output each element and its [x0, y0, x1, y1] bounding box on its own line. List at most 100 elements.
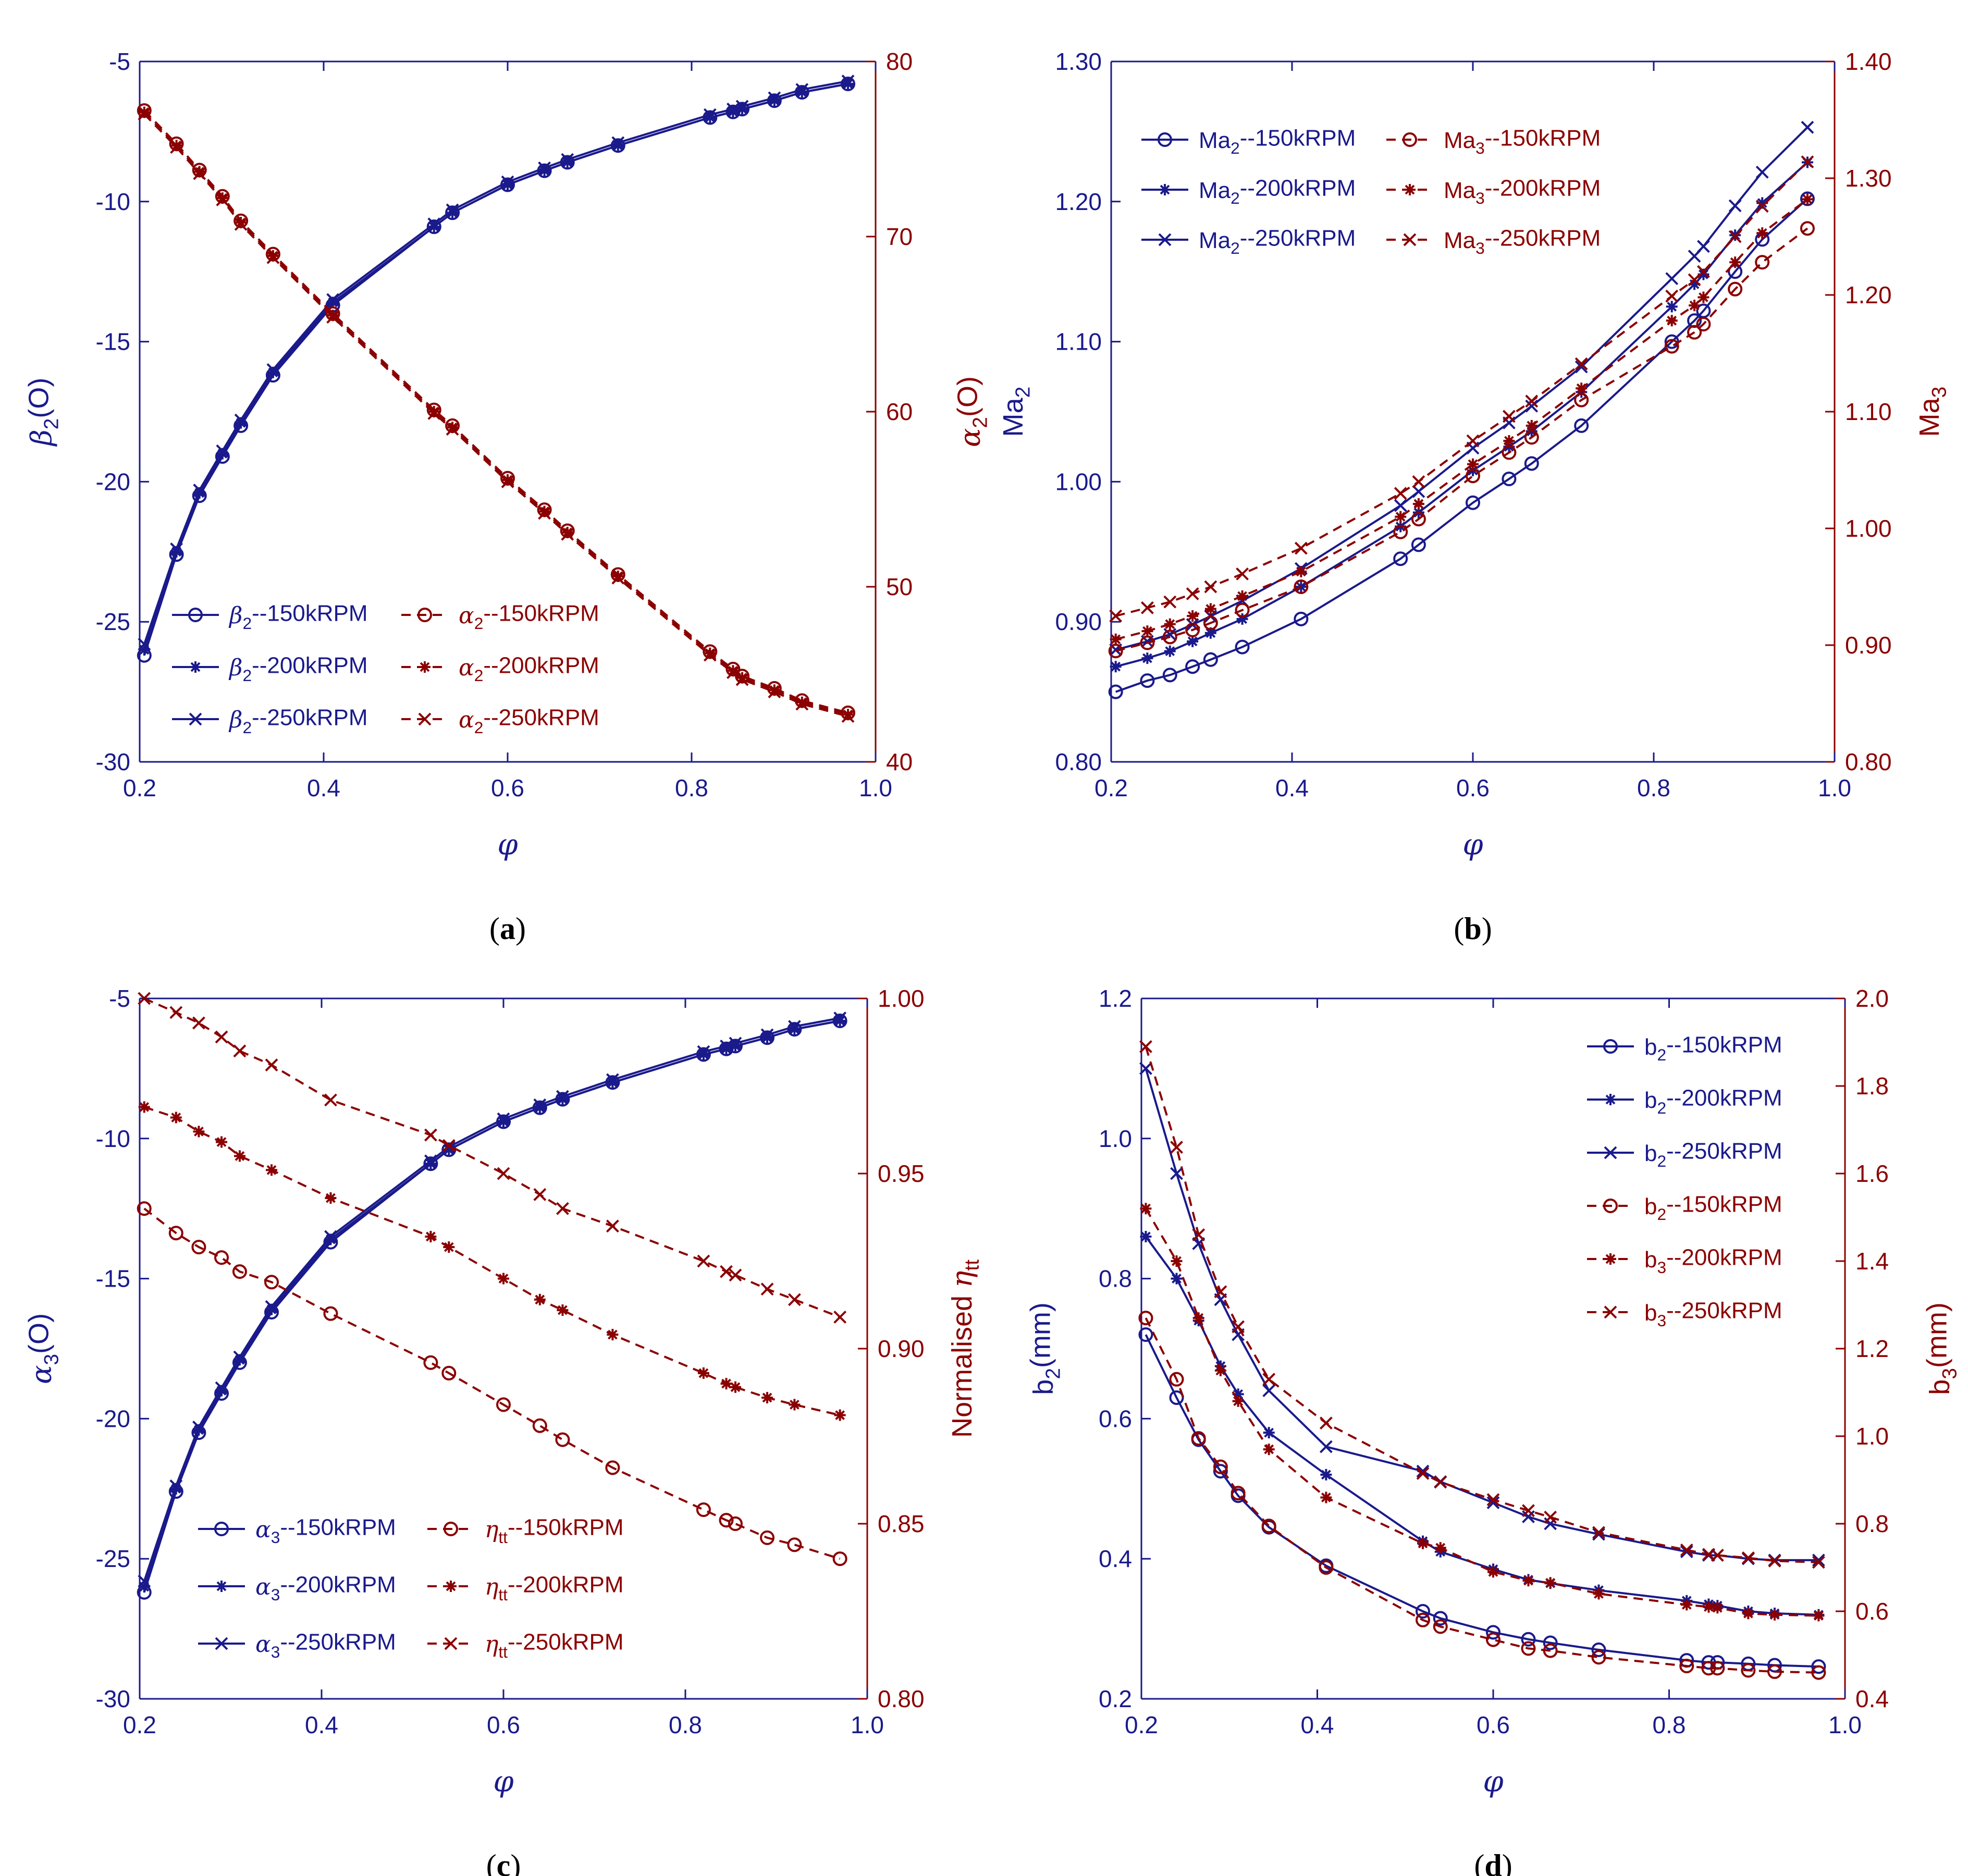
- data-point: [1433, 1611, 1448, 1626]
- data-point: [1162, 668, 1177, 683]
- data-point: [795, 697, 809, 711]
- data-point: [1467, 458, 1479, 470]
- data-point: [234, 218, 248, 231]
- data-point: [1575, 357, 1588, 371]
- y-tick-label-left: 0.8: [1099, 1265, 1132, 1292]
- data-point: [1728, 230, 1742, 243]
- data-point: [446, 203, 459, 217]
- data-point: [761, 1392, 773, 1404]
- data-point: [1203, 652, 1218, 667]
- data-point: [1139, 1040, 1152, 1053]
- data-point: [606, 1219, 619, 1233]
- series-line: [143, 80, 848, 645]
- data-point: [833, 1311, 847, 1324]
- data-point: [768, 685, 781, 699]
- data-point: [1487, 1566, 1499, 1578]
- data-point: [720, 1043, 732, 1055]
- data-point: [787, 1537, 802, 1552]
- legend-label: Ma3--250kRPM: [1444, 226, 1601, 257]
- data-point: [1261, 1519, 1276, 1534]
- legend-marker: [1604, 1146, 1617, 1159]
- data-point: [1697, 265, 1710, 278]
- data-point: [193, 167, 206, 180]
- data-point: [1741, 1663, 1756, 1678]
- data-point: [193, 1126, 205, 1138]
- data-point: [1801, 155, 1814, 169]
- x-axis-label: φ: [1462, 828, 1483, 862]
- data-point: [1164, 645, 1176, 657]
- legend-marker: [214, 1522, 229, 1536]
- data-point: [1502, 410, 1516, 423]
- data-point: [1665, 289, 1679, 303]
- data-point: [1591, 1650, 1606, 1665]
- y-tick-label-right: 1.00: [1845, 515, 1892, 542]
- y-tick-label-left: -15: [96, 1265, 130, 1292]
- x-tick-label: 0.2: [123, 1711, 156, 1738]
- y-tick-label-right: 60: [886, 398, 913, 425]
- panel-c: 0.2 0.4 0.6 0.8 1.0 -30 -25 -20 -15 -10 -5 0.80 0.85…: [23, 985, 983, 1876]
- y-tick-label-right: 0.85: [878, 1510, 925, 1537]
- data-point: [1171, 1255, 1183, 1267]
- data-point: [736, 672, 748, 684]
- y-tick-label-right: 2.0: [1855, 985, 1889, 1012]
- data-point: [768, 91, 781, 105]
- legend-label: α3--150kRPM: [255, 1515, 396, 1547]
- data-point: [1232, 1395, 1244, 1407]
- legend-label: b2--150kRPM: [1644, 1032, 1782, 1064]
- data-point: [1591, 1642, 1606, 1657]
- data-point: [1729, 256, 1741, 268]
- y-tick-label-left: 1.00: [1055, 468, 1102, 495]
- data-point: [1710, 1661, 1725, 1676]
- data-point: [424, 1154, 437, 1168]
- data-point: [1680, 1543, 1693, 1557]
- legend-marker: [1159, 184, 1171, 195]
- legend-marker: [188, 608, 203, 622]
- series-left-1: [138, 1015, 846, 1593]
- legend-marker: [444, 1522, 458, 1536]
- y-axis-label-left: α3(O): [23, 1313, 63, 1384]
- data-point: [138, 637, 151, 651]
- y-tick-label-left: 0.80: [1055, 748, 1102, 775]
- data-point: [425, 1230, 437, 1242]
- data-point: [502, 474, 513, 486]
- data-point: [796, 696, 808, 708]
- data-point: [1236, 590, 1248, 602]
- legend-label: α2--150kRPM: [459, 601, 599, 633]
- data-point: [267, 366, 279, 378]
- data-point: [1712, 1602, 1724, 1614]
- data-point: [170, 140, 182, 152]
- data-point: [1666, 301, 1678, 313]
- series-left-2: [138, 1011, 847, 1588]
- legend: α3--150kRPM α3--200kRPM α3--250kRPM ηtt--15…: [198, 1515, 623, 1661]
- data-point: [447, 207, 459, 219]
- data-point: [697, 1367, 709, 1379]
- x-tick-label: 0.8: [1637, 774, 1670, 801]
- series-line: [1145, 1236, 1819, 1616]
- data-point: [760, 1282, 774, 1296]
- data-point: [1171, 1273, 1183, 1285]
- data-point: [727, 665, 739, 677]
- legend-marker: [417, 608, 432, 622]
- data-point: [1262, 1373, 1276, 1386]
- data-point: [423, 1156, 438, 1171]
- data-point: [1801, 193, 1813, 205]
- data-point: [233, 1354, 245, 1366]
- data-point: [1812, 1556, 1825, 1569]
- data-point: [1680, 1545, 1693, 1559]
- data-point: [729, 1036, 742, 1050]
- data-point: [1139, 1062, 1152, 1075]
- data-point: [795, 83, 809, 96]
- data-point: [232, 1264, 247, 1279]
- legend-marker: [1603, 1039, 1618, 1054]
- x-tick-label: 0.6: [1477, 1711, 1510, 1738]
- y-tick-label-right: 0.90: [1845, 632, 1892, 659]
- x-tick-label: 0.2: [1094, 774, 1128, 801]
- y-tick-label-left: -25: [96, 608, 130, 635]
- data-point: [1394, 487, 1407, 500]
- data-point: [788, 1020, 801, 1033]
- y-tick-label-left: 1.10: [1055, 328, 1102, 355]
- legend-label: β2--250kRPM: [228, 705, 368, 737]
- x-tick-label: 0.4: [1301, 1711, 1334, 1738]
- data-point: [788, 1293, 801, 1306]
- y-tick-label-left: -20: [96, 468, 130, 495]
